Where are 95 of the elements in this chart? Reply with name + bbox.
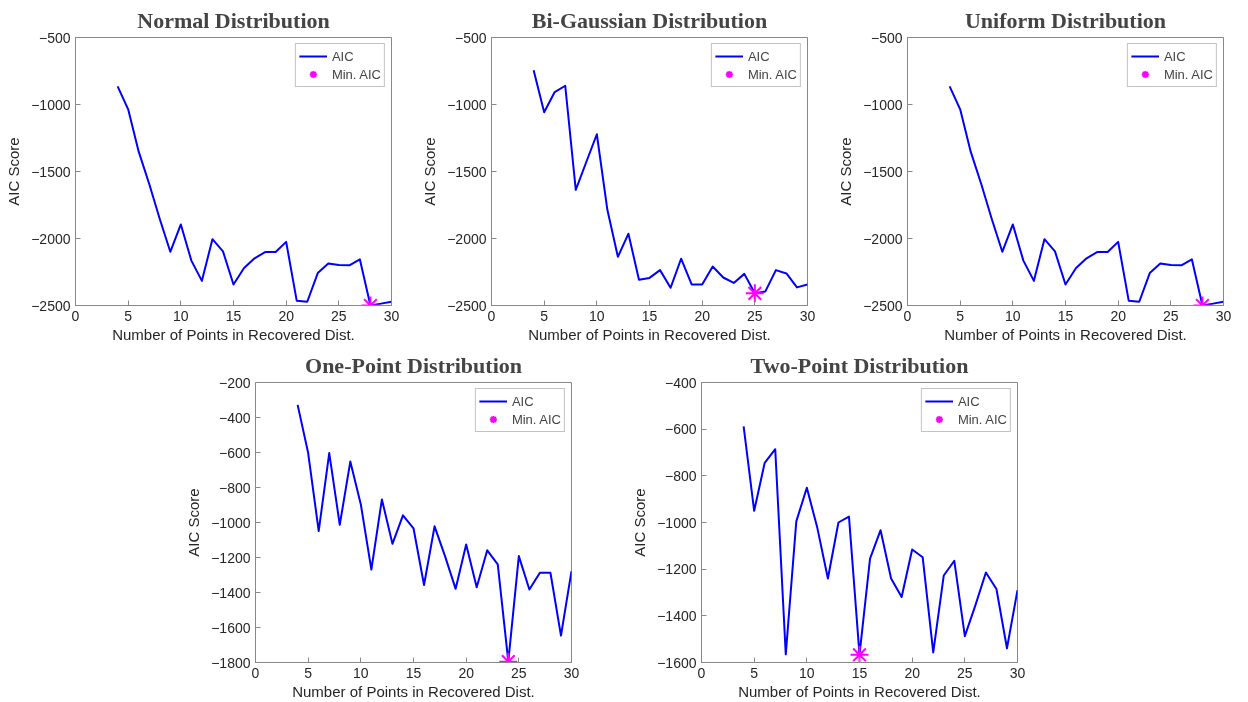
y-axis-title: AIC Score: [185, 488, 203, 557]
x-axis-title: Number of Points in Recovered Dist.: [112, 325, 355, 343]
chart-title: Two-Point Distribution: [750, 352, 969, 378]
x-tick-label: 25: [957, 664, 973, 681]
legend-label: AIC: [957, 392, 980, 410]
y-tick-label: −1400: [211, 584, 251, 601]
y-tick-label: −2500: [447, 297, 487, 314]
legend-label: AIC: [747, 47, 770, 65]
y-tick-label: −1400: [657, 607, 697, 624]
x-tick-label: 15: [641, 307, 658, 324]
y-tick-label: −200: [218, 374, 251, 391]
chart-title: Uniform Distribution: [964, 7, 1167, 33]
x-tick-label: 25: [747, 307, 763, 324]
y-axis-title: AIC Score: [837, 137, 855, 206]
y-tick-label: −1200: [211, 549, 251, 566]
y-axis-title: AIC Score: [421, 137, 439, 206]
legend-label: AIC: [331, 47, 354, 65]
legend-label: Min. AIC: [747, 65, 797, 83]
x-tick-label: 0: [71, 307, 80, 324]
x-tick-label: 10: [173, 307, 189, 324]
y-tick-label: −2500: [863, 297, 903, 314]
x-tick-label: 20: [458, 664, 475, 681]
y-tick-label: −500: [454, 29, 487, 46]
x-tick-label: 0: [903, 307, 912, 324]
chart-title: One-Point Distribution: [305, 352, 522, 378]
x-tick-label: 5: [304, 664, 313, 681]
legend-label: AIC: [511, 392, 534, 410]
x-tick-label: 30: [1009, 664, 1026, 681]
y-tick-label: −2500: [31, 297, 71, 314]
y-tick-label: −1000: [447, 96, 487, 113]
x-tick-label: 15: [405, 664, 422, 681]
y-tick-label: −500: [38, 29, 71, 46]
x-tick-label: 10: [589, 307, 605, 324]
x-tick-label: 15: [1057, 307, 1074, 324]
x-tick-label: 10: [1005, 307, 1021, 324]
x-tick-label: 0: [251, 664, 260, 681]
y-tick-label: −1000: [657, 514, 697, 531]
x-tick-label: 20: [694, 307, 711, 324]
x-tick-label: 20: [904, 664, 921, 681]
x-axis-title: Number of Points in Recovered Dist.: [738, 682, 981, 700]
y-tick-label: −800: [218, 479, 251, 496]
legend-label: Min. AIC: [511, 410, 561, 428]
y-axis-title: AIC Score: [631, 488, 649, 557]
legend-label: AIC: [1163, 47, 1186, 65]
x-tick-label: 5: [956, 307, 965, 324]
x-tick-label: 5: [750, 664, 759, 681]
y-tick-label: −1000: [31, 96, 71, 113]
x-axis-title: Number of Points in Recovered Dist.: [944, 325, 1187, 343]
line-series: [532, 69, 808, 295]
x-tick-label: 0: [697, 664, 706, 681]
x-tick-label: 30: [383, 307, 400, 324]
x-tick-label: 20: [1110, 307, 1127, 324]
x-tick-label: 25: [331, 307, 347, 324]
y-tick-label: −1000: [863, 96, 903, 113]
x-tick-label: 0: [487, 307, 496, 324]
y-tick-label: −1500: [447, 163, 487, 180]
y-tick-label: −400: [218, 409, 251, 426]
line-series: [742, 425, 1018, 656]
y-tick-label: −600: [218, 444, 251, 461]
y-tick-label: −600: [664, 421, 697, 438]
y-tick-label: −1600: [211, 619, 251, 636]
chart-title: Normal Distribution: [137, 7, 330, 33]
x-tick-label: 30: [563, 664, 580, 681]
y-tick-label: −1200: [657, 561, 697, 578]
x-tick-label: 30: [1215, 307, 1232, 324]
y-tick-label: −800: [664, 467, 697, 484]
x-tick-label: 15: [225, 307, 242, 324]
y-tick-label: −1000: [211, 514, 251, 531]
x-tick-label: 5: [124, 307, 133, 324]
y-tick-label: −1800: [211, 654, 251, 671]
x-tick-label: 25: [511, 664, 527, 681]
y-tick-label: −2000: [31, 230, 71, 247]
y-tick-label: −1600: [657, 654, 697, 671]
x-tick-label: 15: [851, 664, 868, 681]
x-tick-label: 30: [799, 307, 816, 324]
y-tick-label: −500: [870, 29, 903, 46]
x-tick-label: 25: [1163, 307, 1179, 324]
x-axis-title: Number of Points in Recovered Dist.: [292, 682, 535, 700]
x-axis-title: Number of Points in Recovered Dist.: [528, 325, 771, 343]
legend-label: Min. AIC: [1163, 65, 1213, 83]
x-tick-label: 20: [278, 307, 295, 324]
x-tick-label: 5: [540, 307, 549, 324]
legend-label: Min. AIC: [957, 410, 1007, 428]
x-tick-label: 10: [799, 664, 815, 681]
y-tick-label: −400: [664, 374, 697, 391]
x-tick-label: 10: [353, 664, 369, 681]
y-tick-label: −2000: [447, 230, 487, 247]
line-series: [948, 85, 1224, 306]
line-series: [116, 85, 392, 306]
legend-label: Min. AIC: [331, 65, 381, 83]
y-axis-title: AIC Score: [5, 137, 23, 206]
y-tick-label: −1500: [31, 163, 71, 180]
chart-title: Bi-Gaussian Distribution: [531, 7, 768, 33]
y-tick-label: −2000: [863, 230, 903, 247]
y-tick-label: −1500: [863, 163, 903, 180]
